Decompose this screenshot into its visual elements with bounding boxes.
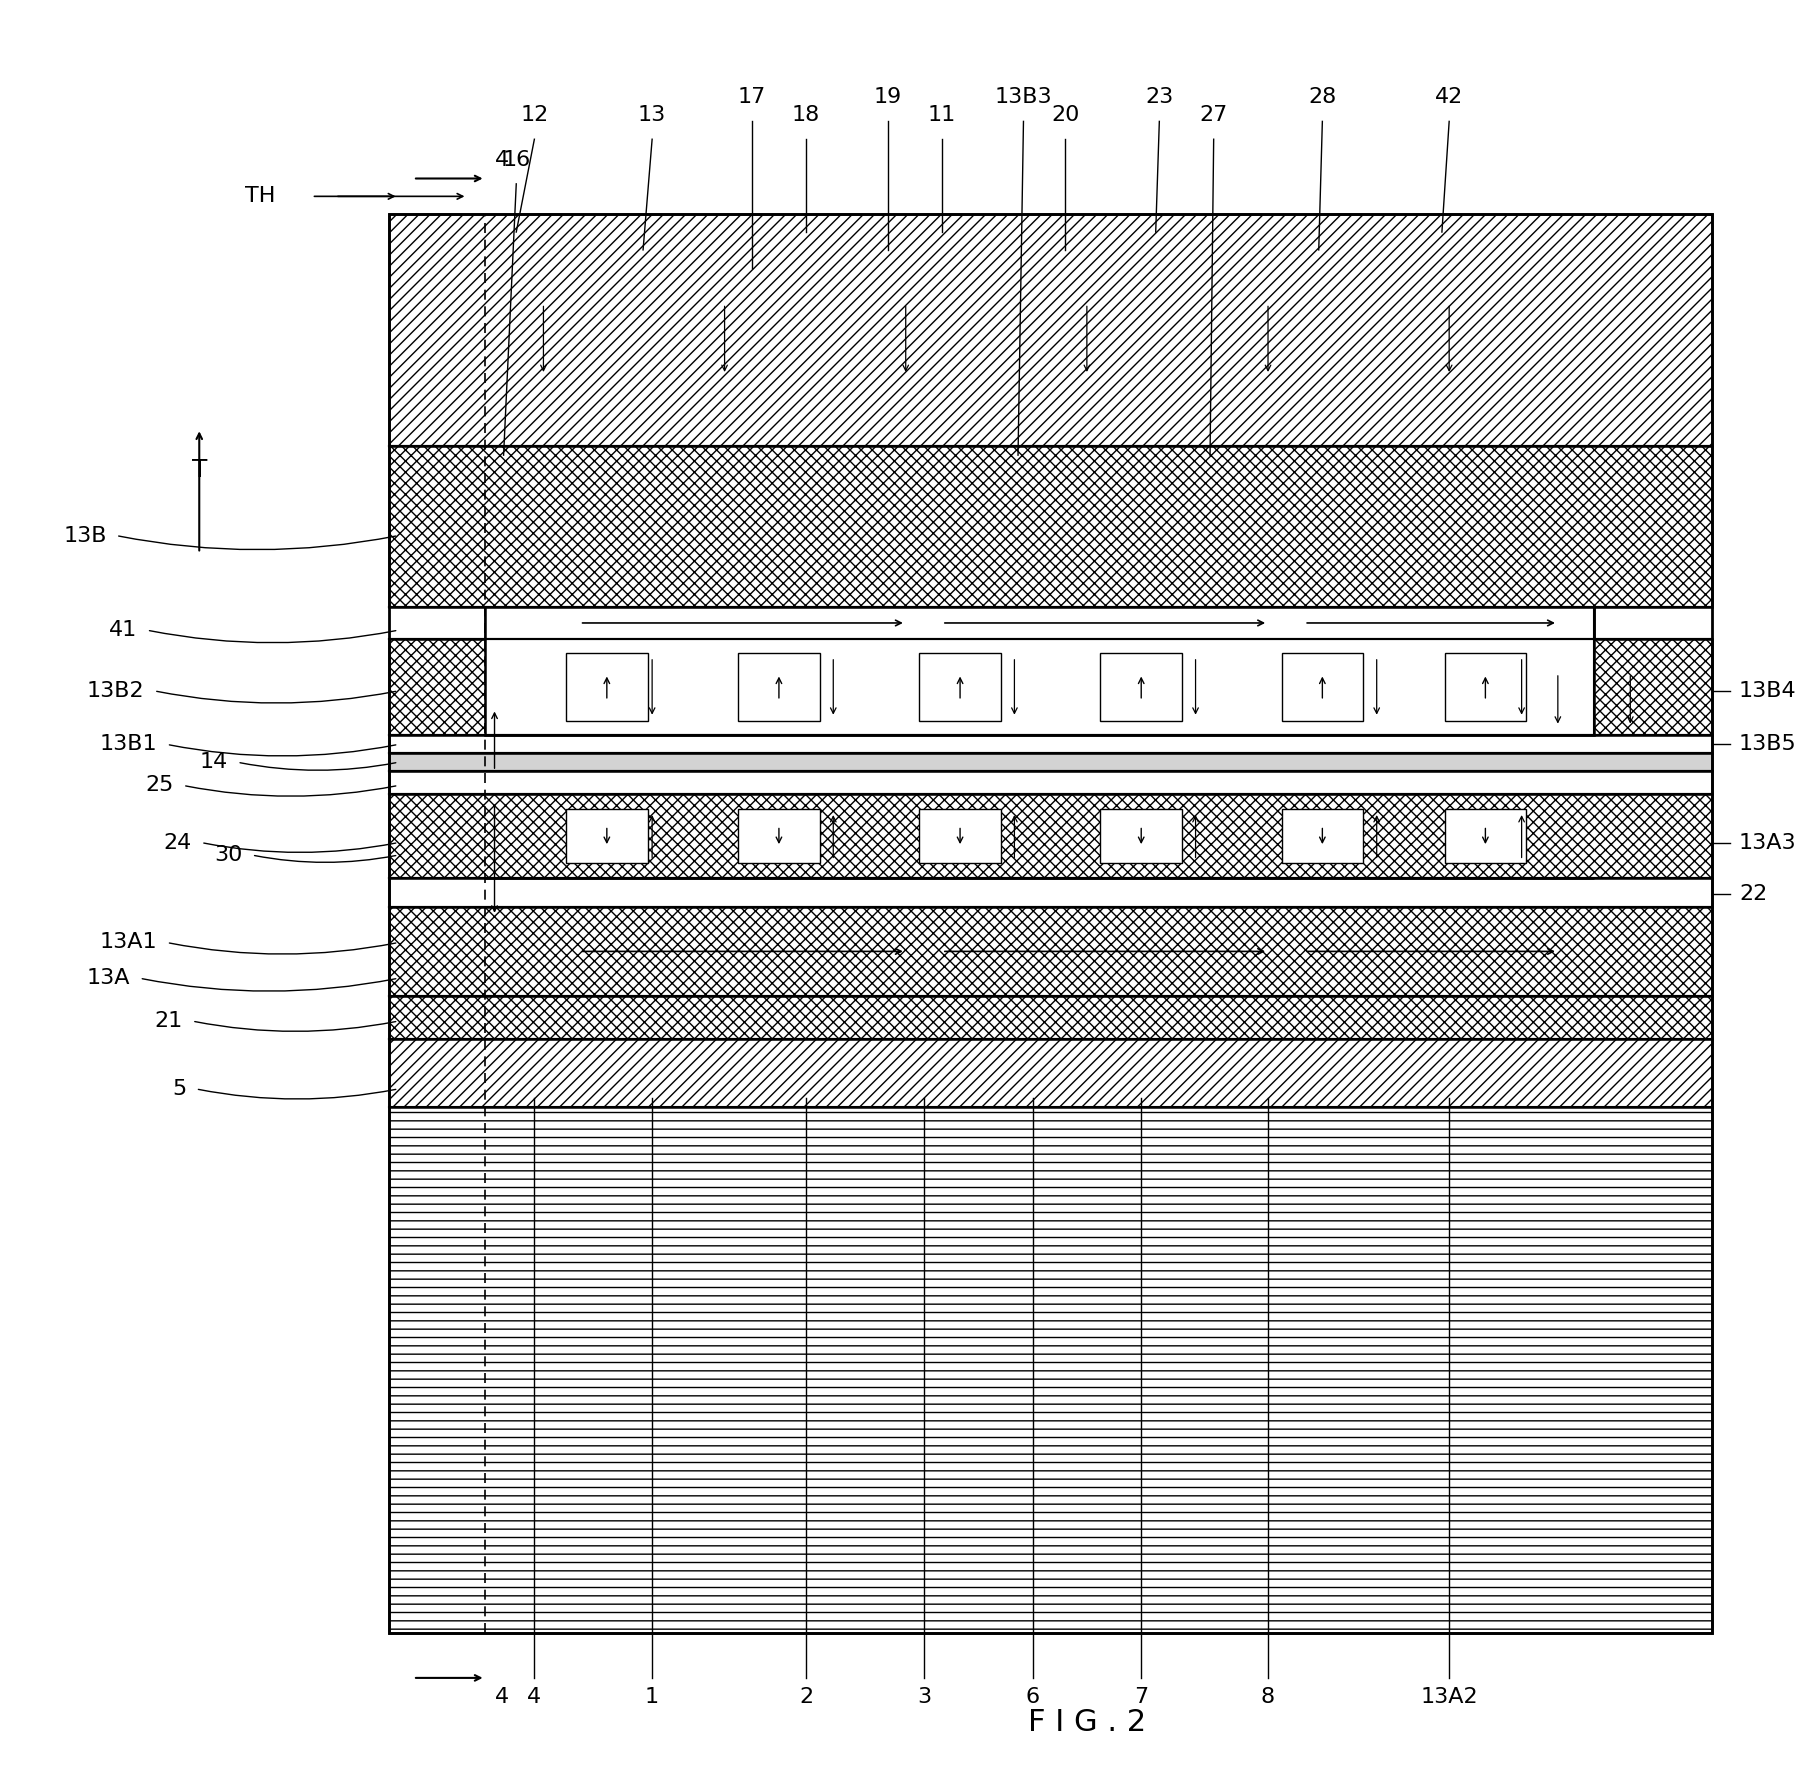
Text: 13B: 13B <box>63 525 107 546</box>
Bar <box>390 735 1711 753</box>
Text: T: T <box>192 459 207 482</box>
Bar <box>390 771 1711 794</box>
Bar <box>486 607 1594 735</box>
Text: 4: 4 <box>495 150 509 170</box>
Text: 7: 7 <box>1135 1687 1148 1706</box>
Bar <box>1100 809 1182 862</box>
Bar <box>1445 809 1527 862</box>
Text: 17: 17 <box>738 87 765 107</box>
Text: 4: 4 <box>528 1687 542 1706</box>
Text: 1: 1 <box>645 1687 660 1706</box>
Bar <box>566 809 647 862</box>
Bar <box>390 214 1711 1633</box>
Text: 5: 5 <box>172 1078 187 1100</box>
Text: F I G . 2: F I G . 2 <box>1028 1708 1146 1737</box>
Text: 28: 28 <box>1309 87 1336 107</box>
Bar <box>390 996 1711 1039</box>
Text: 11: 11 <box>928 105 955 125</box>
Text: 23: 23 <box>1146 87 1173 107</box>
Text: 13B1: 13B1 <box>100 734 158 755</box>
Text: 13A3: 13A3 <box>1739 832 1797 853</box>
Text: 27: 27 <box>1200 105 1227 125</box>
Text: 13B2: 13B2 <box>87 680 145 702</box>
Text: 30: 30 <box>214 844 243 866</box>
Text: 21: 21 <box>154 1010 183 1032</box>
Text: TH: TH <box>245 186 276 207</box>
Bar <box>390 1107 1711 1633</box>
Text: 13B3: 13B3 <box>995 87 1052 107</box>
Text: 25: 25 <box>145 775 174 796</box>
Text: 4: 4 <box>495 1687 509 1706</box>
Text: 16: 16 <box>502 150 531 170</box>
Text: 13B4: 13B4 <box>1739 680 1797 702</box>
Bar <box>919 653 1001 721</box>
Bar <box>919 809 1001 862</box>
Bar <box>738 809 819 862</box>
Bar <box>390 639 1711 735</box>
Text: 3: 3 <box>917 1687 930 1706</box>
Bar <box>486 607 1594 639</box>
Bar <box>566 653 647 721</box>
Bar <box>390 1039 1711 1107</box>
Bar <box>390 907 1711 996</box>
Text: 2: 2 <box>800 1687 814 1706</box>
Text: 24: 24 <box>163 832 192 853</box>
Bar <box>1282 809 1363 862</box>
Text: 41: 41 <box>109 619 138 641</box>
Bar <box>1282 653 1363 721</box>
Bar <box>390 753 1711 771</box>
Text: 13: 13 <box>638 105 665 125</box>
Text: 13A1: 13A1 <box>100 932 158 953</box>
Text: 6: 6 <box>1026 1687 1039 1706</box>
Text: 42: 42 <box>1436 87 1463 107</box>
Bar <box>390 446 1711 607</box>
Bar <box>390 794 1711 878</box>
Bar <box>738 653 819 721</box>
Bar <box>1100 653 1182 721</box>
Text: 20: 20 <box>1052 105 1079 125</box>
Text: 22: 22 <box>1739 884 1768 905</box>
Text: 18: 18 <box>792 105 819 125</box>
Bar <box>390 214 1711 446</box>
Bar <box>1445 653 1527 721</box>
Text: 13B5: 13B5 <box>1739 734 1797 755</box>
Text: 13A: 13A <box>87 967 131 989</box>
Text: 8: 8 <box>1262 1687 1275 1706</box>
Text: 14: 14 <box>199 751 227 773</box>
Text: 12: 12 <box>520 105 549 125</box>
Text: 19: 19 <box>874 87 901 107</box>
Bar <box>390 878 1711 907</box>
Text: 13A2: 13A2 <box>1420 1687 1478 1706</box>
